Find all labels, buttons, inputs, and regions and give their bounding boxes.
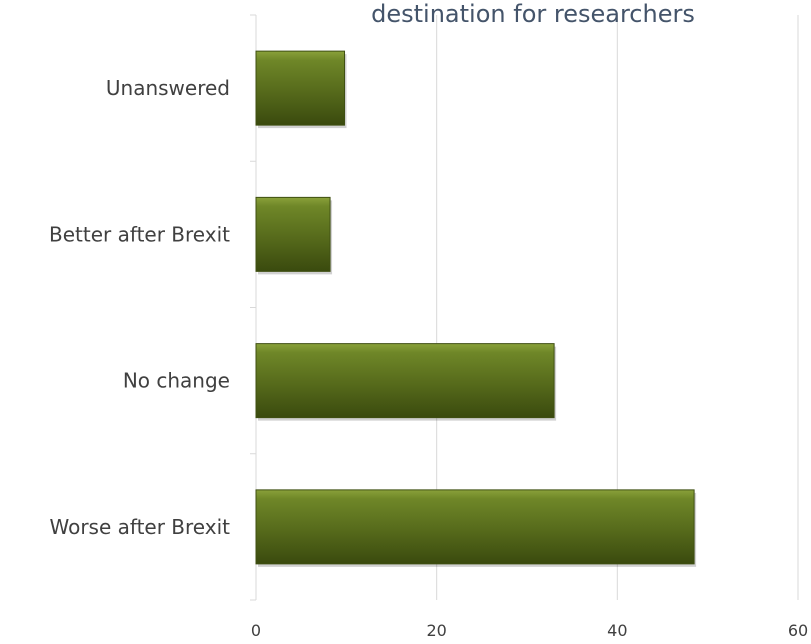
bar [255,50,346,126]
category-label: Unanswered [106,76,230,100]
bars [255,50,697,567]
bar [255,196,331,272]
category-label: Better after Brexit [49,222,230,246]
x-tick-label: 60 [788,621,808,640]
x-tick-label: 40 [607,621,627,640]
category-label: Worse after Brexit [49,515,230,539]
x-tick-label: 0 [251,621,261,640]
chart-title: destination for researchers [371,0,695,28]
category-labels: Worse after Brexit No change Better after … [49,76,230,539]
category-axis [250,14,257,601]
x-tick-labels: 0 20 40 60 [251,621,808,640]
bar [255,343,555,419]
bar [255,489,695,565]
category-label: No change [123,369,230,393]
x-tick-label: 20 [426,621,446,640]
